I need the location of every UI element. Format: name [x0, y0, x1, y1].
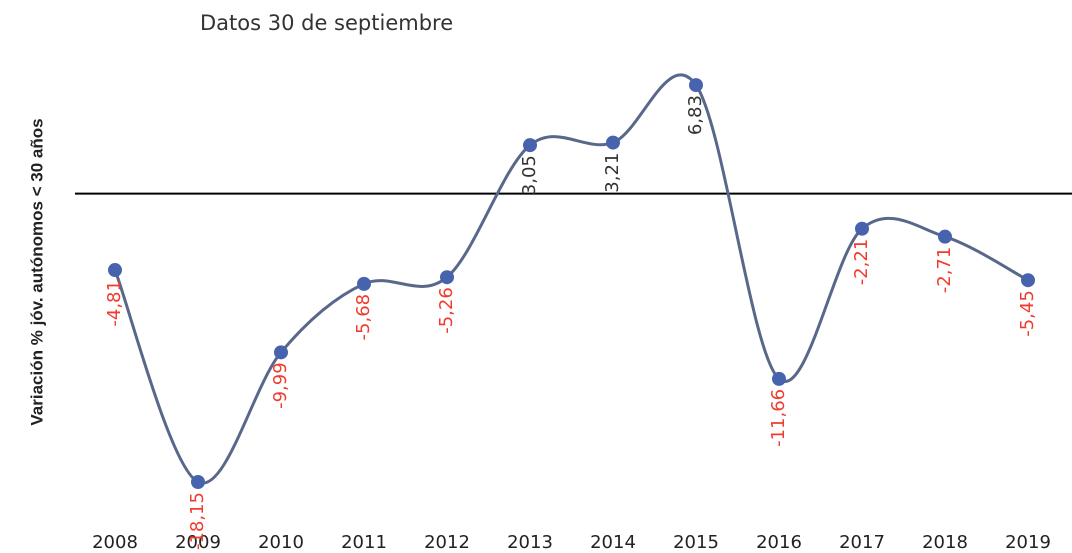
x-tick-label: 2017: [839, 532, 885, 553]
value-label: -9,99: [270, 362, 291, 409]
marker: [689, 78, 703, 93]
x-tick-label: 2009: [175, 532, 221, 553]
y-axis-label: Variación % jóv. autónomos < 30 años: [27, 118, 46, 425]
value-label: -11,66: [768, 389, 789, 447]
marker: [191, 475, 205, 490]
chart-title: Datos 30 de septiembre: [200, 11, 453, 35]
marker: [523, 138, 537, 153]
marker: [938, 229, 952, 244]
x-tick-label: 2012: [424, 532, 470, 553]
marker: [274, 345, 288, 360]
value-label: -18,15: [187, 492, 208, 550]
marker: [440, 270, 454, 285]
x-tick-label: 2008: [92, 532, 138, 553]
marker: [108, 263, 122, 278]
value-label: -4,81: [104, 280, 125, 327]
x-tick-label: 2013: [507, 532, 553, 553]
value-label: 6,83: [685, 95, 706, 135]
x-tick-label: 2011: [341, 532, 387, 553]
value-label: 3,05: [519, 155, 540, 195]
value-label: -5,26: [436, 287, 457, 334]
x-tick-label: 2014: [590, 532, 636, 553]
line: [113, 73, 1029, 485]
marker: [1021, 273, 1035, 288]
x-tick-label: 2015: [673, 532, 719, 553]
x-tick-label: 2019: [1005, 532, 1051, 553]
marker: [772, 371, 786, 386]
value-label: -5,68: [353, 294, 374, 341]
marker: [855, 221, 869, 236]
value-label: -5,45: [1017, 290, 1038, 337]
marker: [357, 276, 371, 291]
marker: [606, 135, 620, 150]
x-tick-label: 2016: [756, 532, 802, 553]
x-tick-label: 2018: [922, 532, 968, 553]
value-label: -2,21: [851, 239, 872, 286]
x-tick-label: 2010: [258, 532, 304, 553]
value-label: 3,21: [602, 153, 623, 193]
value-label: -2,71: [934, 247, 955, 294]
